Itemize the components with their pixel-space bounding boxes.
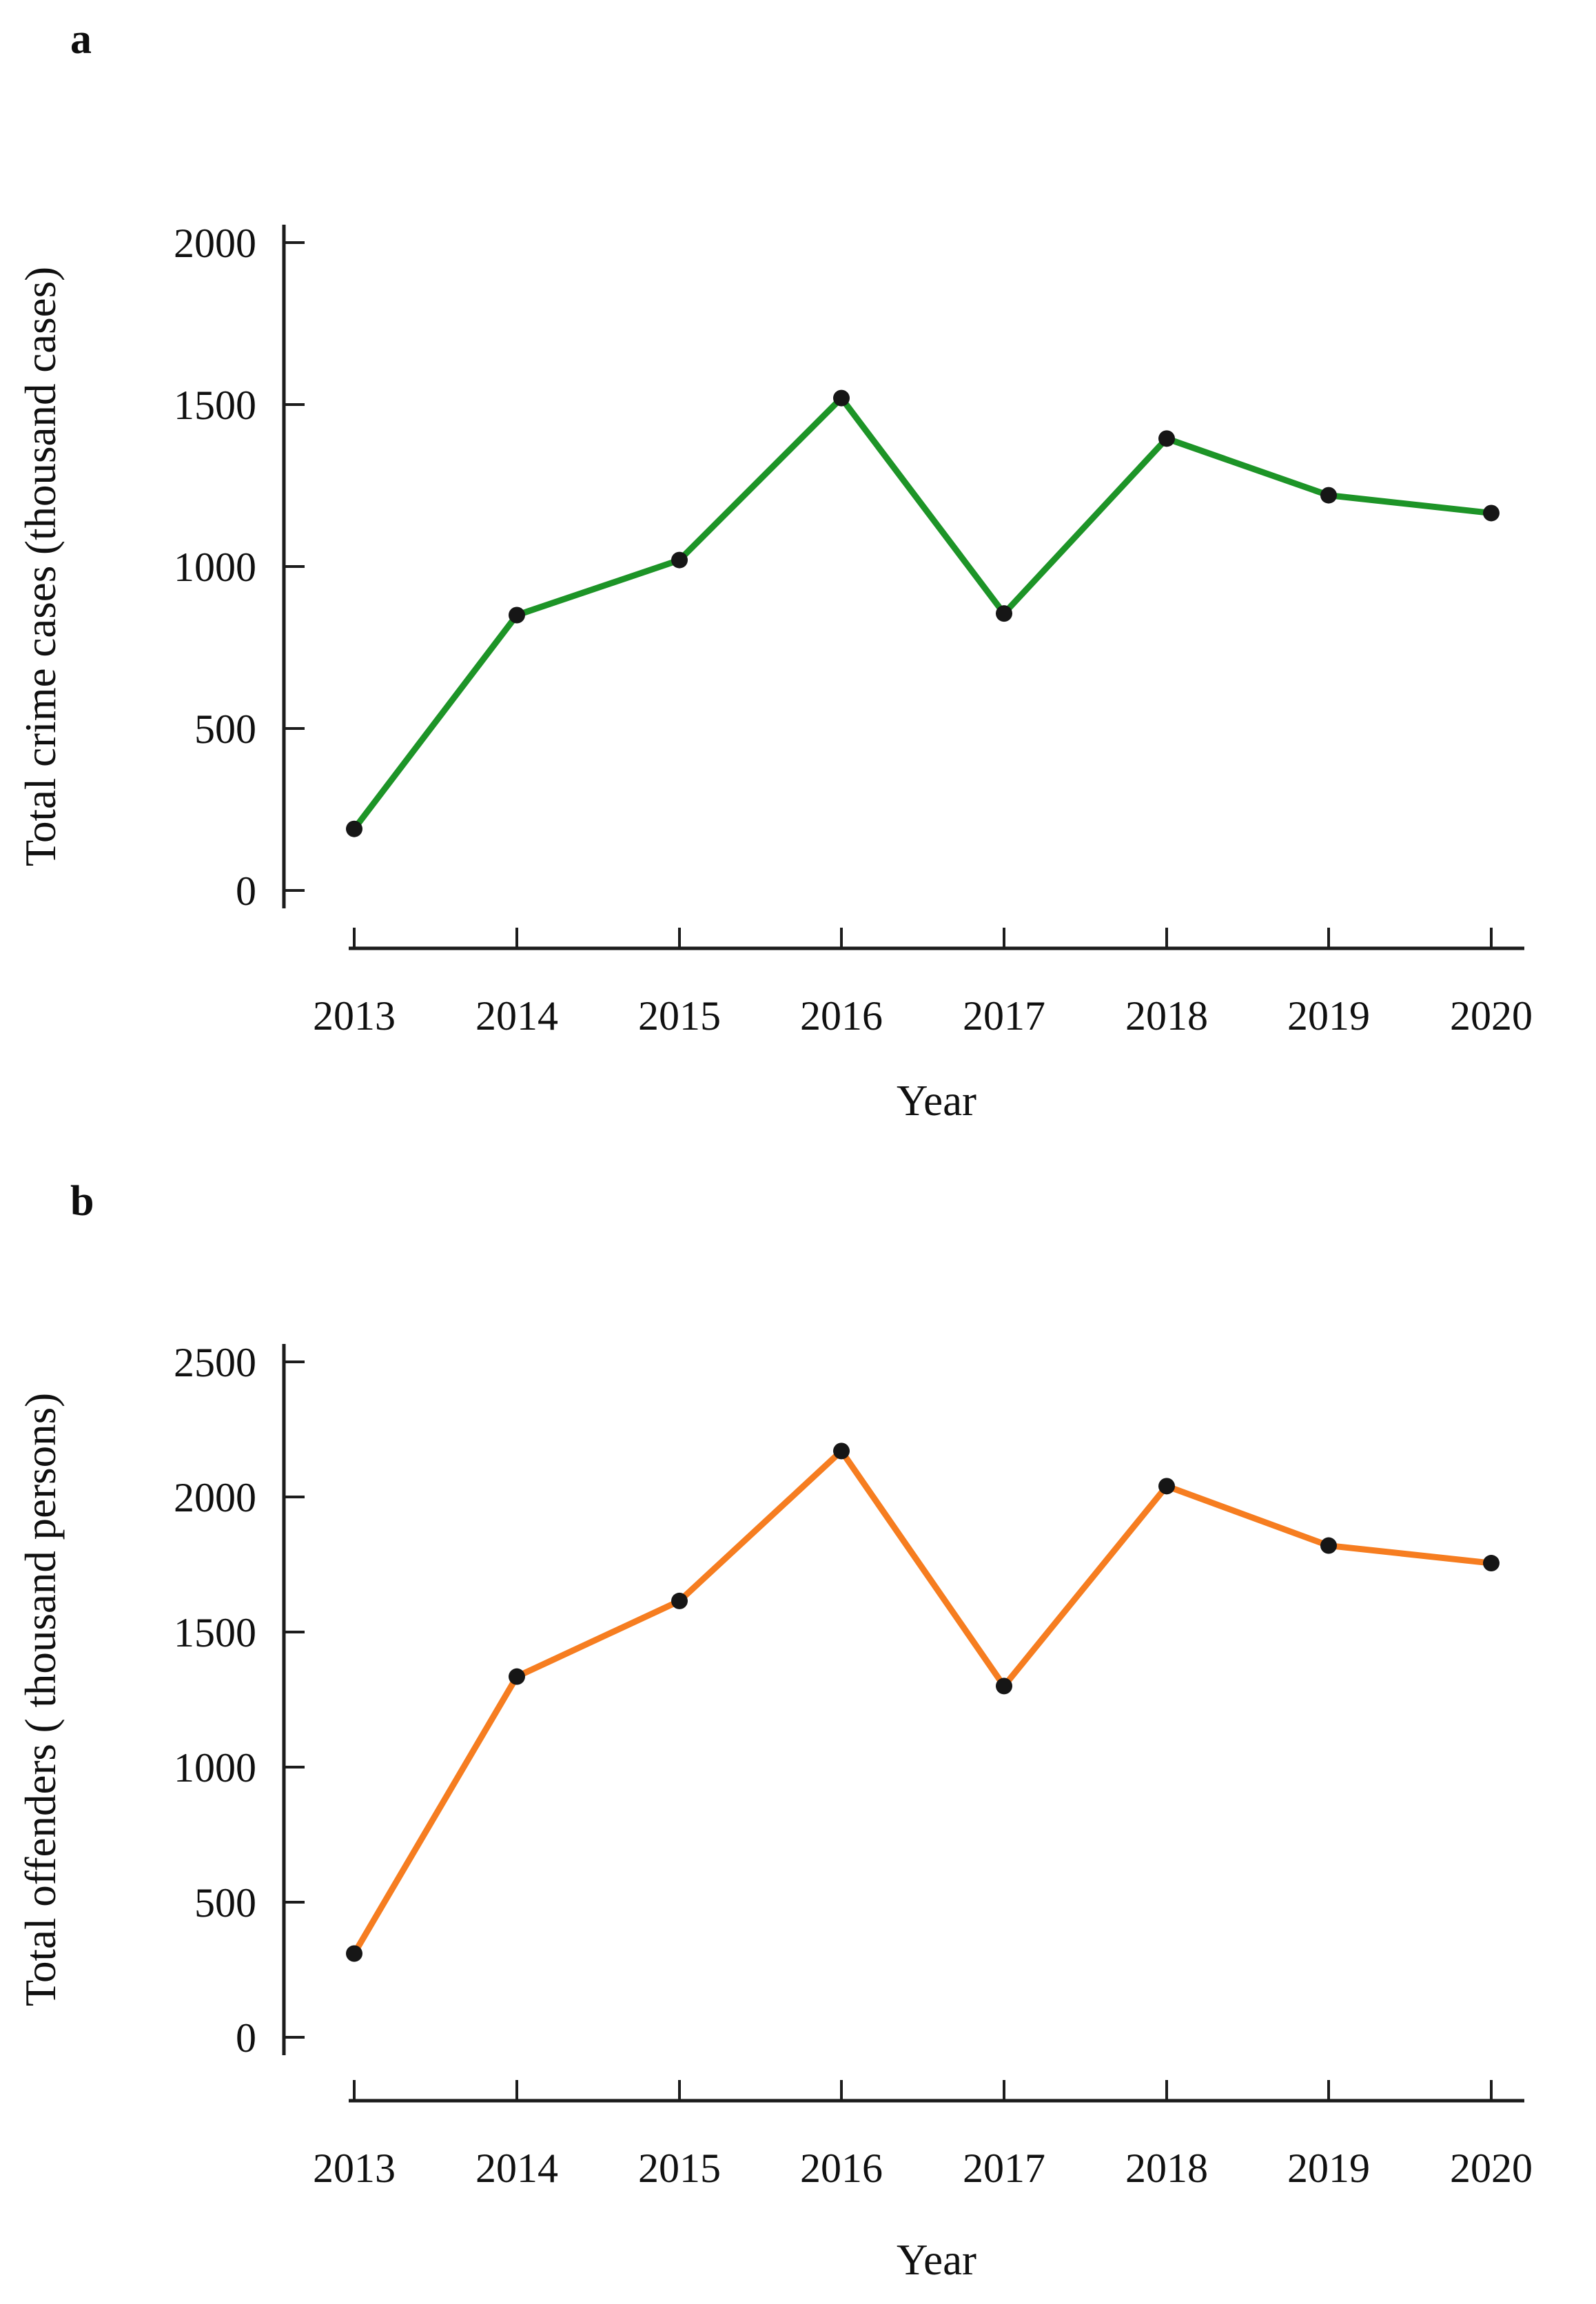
data-point [996,1678,1012,1695]
data-line-total-offenders [351,1447,1495,1957]
y-axis-title: Total crime cases (thousand cases) [17,267,65,866]
data-point [996,605,1012,622]
x-tick-label: 2013 [313,2145,396,2191]
data-point [1320,487,1337,504]
y-tick-label: 0 [236,2015,256,2061]
y-tick-label: 500 [194,706,256,752]
y-axis [282,225,305,908]
panel-a: 0 500 1000 1500 2000 Total crime cases (thous… [17,221,1533,1125]
x-tick-label: 2017 [963,993,1045,1039]
x-tick-label: 2018 [1125,993,1208,1039]
y-tick-label: 1000 [174,544,256,590]
x-tick-label: 2014 [475,2145,558,2191]
y-tick-label: 1500 [174,1610,256,1655]
panel-b: 0 500 1000 1500 2000 2500 Total offenders ( th… [17,1340,1533,2284]
x-tick-label: 2020 [1450,993,1533,1039]
data-point [1320,1537,1337,1554]
data-line-total-crime-cases [351,395,1495,833]
x-axis [349,2080,1524,2103]
data-point [346,820,362,837]
data-point [1483,504,1500,522]
data-point [509,1668,525,1685]
data-point [1158,430,1175,447]
data-point [833,389,850,407]
x-tick-label: 2016 [800,993,883,1039]
y-tick-label: 500 [194,1880,256,1926]
x-tick-label: 2019 [1287,993,1370,1039]
panel-b-label: b [70,1178,94,1225]
data-point [671,551,688,569]
data-point [346,1945,362,1962]
data-point [833,1442,850,1460]
x-axis-title: Year [897,2236,976,2284]
y-tick-label: 1500 [174,383,256,428]
x-tick-label: 2015 [638,993,721,1039]
data-point [671,1592,688,1609]
x-axis [349,928,1524,950]
y-tick-label: 2000 [174,1475,256,1520]
y-tick-label: 0 [236,868,256,914]
x-tick-label: 2015 [638,2145,721,2191]
y-axis [282,1344,305,2055]
y-tick-label: 1000 [174,1745,256,1791]
y-tick-label: 2000 [174,221,256,266]
x-tick-label: 2016 [800,2145,883,2191]
data-point [509,606,525,624]
x-axis-title: Year [897,1077,976,1125]
data-point [1158,1478,1175,1495]
x-tick-label: 2017 [963,2145,1045,2191]
y-axis-title: Total offenders ( thousand persons) [17,1393,65,2006]
x-tick-label: 2018 [1125,2145,1208,2191]
y-tick-label: 2500 [174,1340,256,1385]
x-tick-label: 2020 [1450,2145,1533,2191]
x-tick-label: 2013 [313,993,396,1039]
data-point [1483,1555,1500,1572]
panel-a-label: a [70,16,92,63]
x-tick-label: 2019 [1287,2145,1370,2191]
x-tick-label: 2014 [475,993,558,1039]
